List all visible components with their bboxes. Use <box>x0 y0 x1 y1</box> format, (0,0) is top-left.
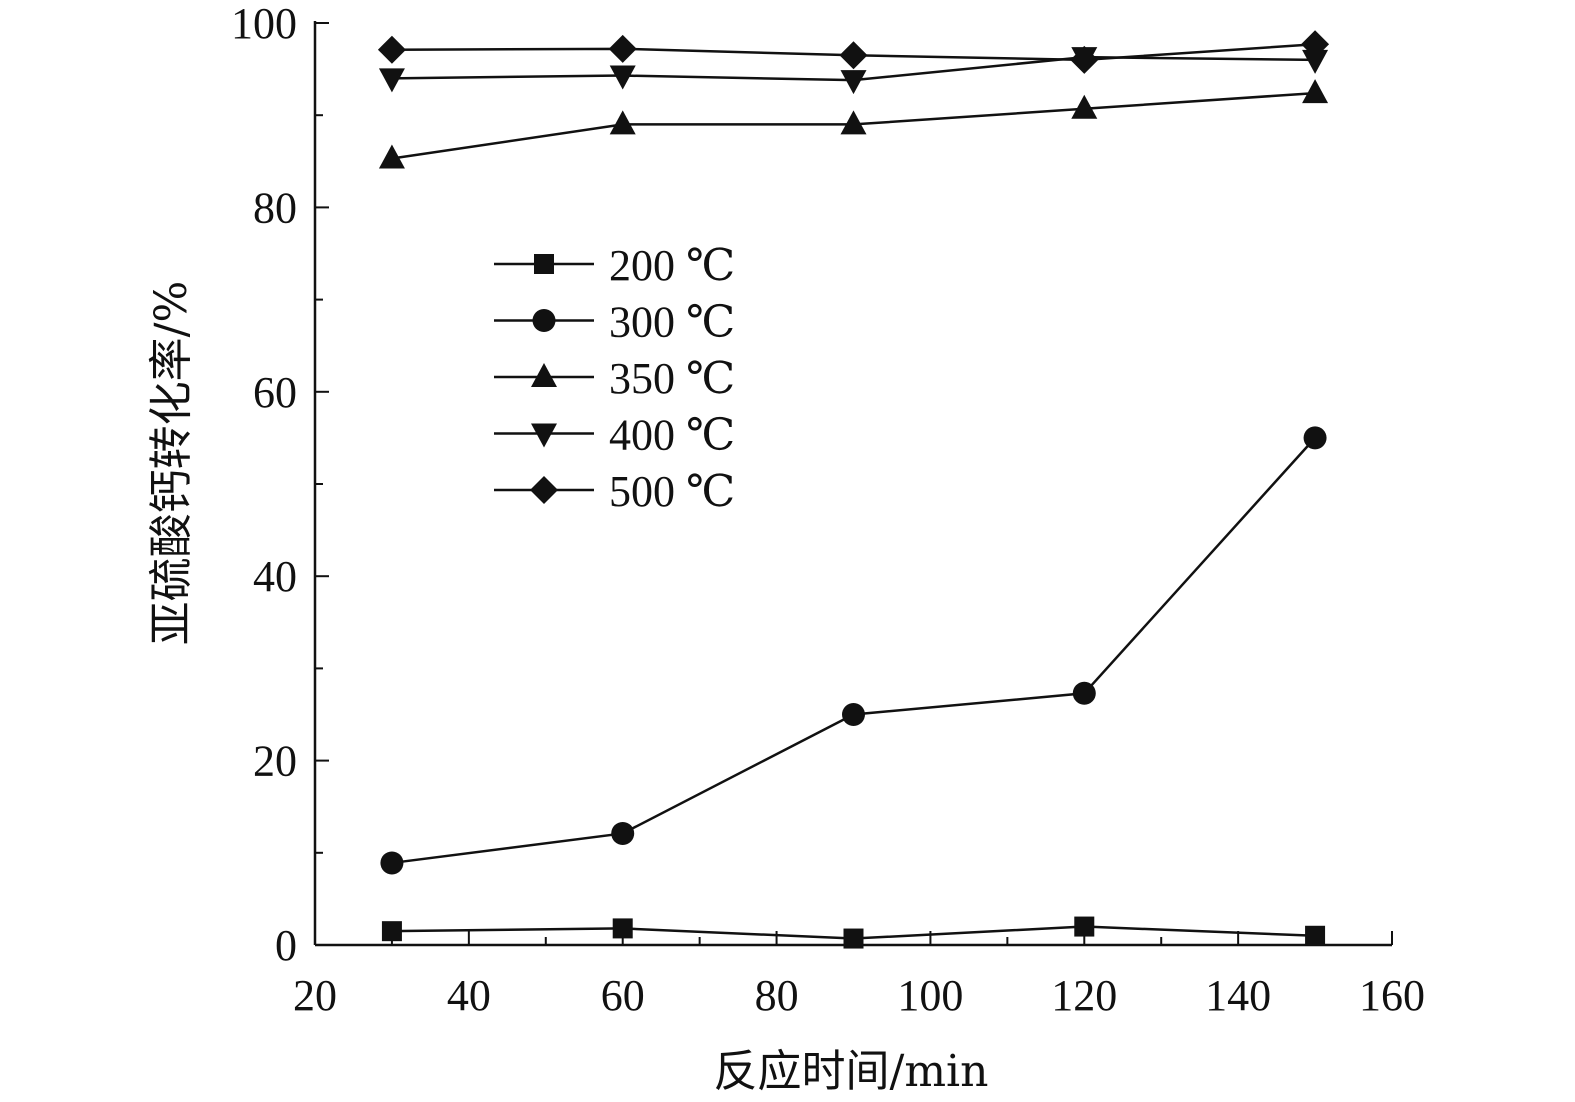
legend-marker <box>532 309 556 332</box>
data-point <box>380 851 404 875</box>
legend-label: 300 ℃ <box>609 298 735 347</box>
x-tick-label: 140 <box>1205 971 1271 1020</box>
data-point <box>839 41 868 70</box>
y-tick-label: 20 <box>253 737 297 786</box>
x-tick-label: 20 <box>293 971 337 1020</box>
legend-item: 200 ℃ <box>494 241 735 290</box>
legend-item: 400 ℃ <box>494 411 735 460</box>
y-tick-label: 60 <box>253 368 297 417</box>
data-point <box>609 65 636 90</box>
data-point <box>612 918 633 939</box>
data-point <box>1071 94 1098 119</box>
y-tick-label: 80 <box>253 183 297 232</box>
data-point <box>843 928 864 949</box>
x-tick-label: 60 <box>601 971 645 1020</box>
y-tick-label: 0 <box>275 921 297 970</box>
data-point <box>1074 916 1095 937</box>
series-layer <box>377 30 1330 949</box>
legend-item: 350 ℃ <box>494 354 735 403</box>
x-tick-label: 80 <box>755 971 799 1020</box>
data-point <box>840 70 867 95</box>
legend-item: 500 ℃ <box>494 467 735 516</box>
legend-label: 500 ℃ <box>609 467 735 516</box>
legend: 200 ℃ 300 ℃ 350 ℃ 400 ℃ 500 ℃ <box>494 241 735 516</box>
data-point <box>842 703 865 726</box>
series-2 <box>378 79 1329 169</box>
data-point <box>1302 79 1329 104</box>
data-point <box>611 821 635 845</box>
data-point <box>1305 925 1326 946</box>
series-4 <box>377 30 1330 74</box>
series-0 <box>381 916 1326 949</box>
data-point <box>1301 30 1330 59</box>
data-point <box>378 68 405 93</box>
data-point <box>377 35 406 64</box>
series-1 <box>380 426 1327 875</box>
data-point <box>1302 49 1329 74</box>
y-tick-label: 40 <box>253 552 297 601</box>
data-point <box>609 110 636 135</box>
legend-marker <box>531 423 557 448</box>
data-point <box>1072 681 1096 705</box>
y-tick-label: 100 <box>231 0 297 48</box>
series-line <box>391 437 1316 865</box>
y-axis-title: 亚硫酸钙转化率/% <box>146 281 197 646</box>
data-point <box>1303 426 1327 450</box>
legend-marker <box>534 254 554 274</box>
data-point <box>381 921 402 942</box>
x-tick-label: 120 <box>1051 971 1117 1020</box>
legend-label: 350 ℃ <box>609 354 735 403</box>
data-point <box>608 34 637 63</box>
data-point <box>378 144 405 169</box>
x-axis-title: 反应时间/min <box>714 1046 989 1097</box>
legend-marker <box>530 476 558 504</box>
legend-label: 400 ℃ <box>609 411 735 460</box>
data-point <box>1070 45 1099 74</box>
legend-label: 200 ℃ <box>609 241 735 290</box>
legend-item: 300 ℃ <box>494 298 735 347</box>
x-tick-label: 160 <box>1359 971 1425 1020</box>
legend-marker <box>531 363 557 387</box>
data-point <box>840 110 867 135</box>
x-tick-label: 100 <box>897 971 963 1020</box>
x-tick-label: 40 <box>447 971 491 1020</box>
